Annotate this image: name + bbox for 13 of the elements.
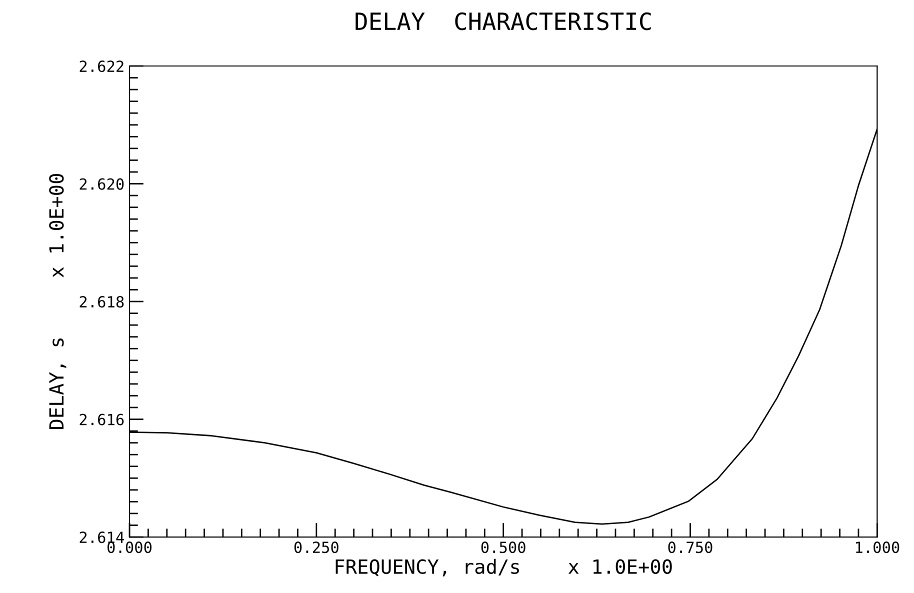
x-tick-label: 0.000	[108, 542, 152, 554]
x-tick-label: 0.750	[668, 542, 712, 554]
y-axis-title: DELAY, s x 1.0E+00	[49, 174, 66, 429]
x-axis-title: FREQUENCY, rad/s x 1.0E+00	[336, 558, 672, 576]
x-tick-label: 0.500	[481, 542, 526, 554]
x-tick-label: 1.000	[856, 542, 900, 554]
y-tick-label: 2.620	[80, 178, 124, 190]
chart-title: DELAY CHARACTERISTIC	[356, 12, 651, 30]
x-tick-label: 0.250	[294, 542, 338, 554]
y-tick-label: 2.622	[80, 60, 124, 72]
y-tick-label: 2.616	[80, 414, 124, 426]
y-tick-label: 2.618	[80, 296, 124, 308]
y-tick-label: 2.614	[80, 532, 124, 544]
